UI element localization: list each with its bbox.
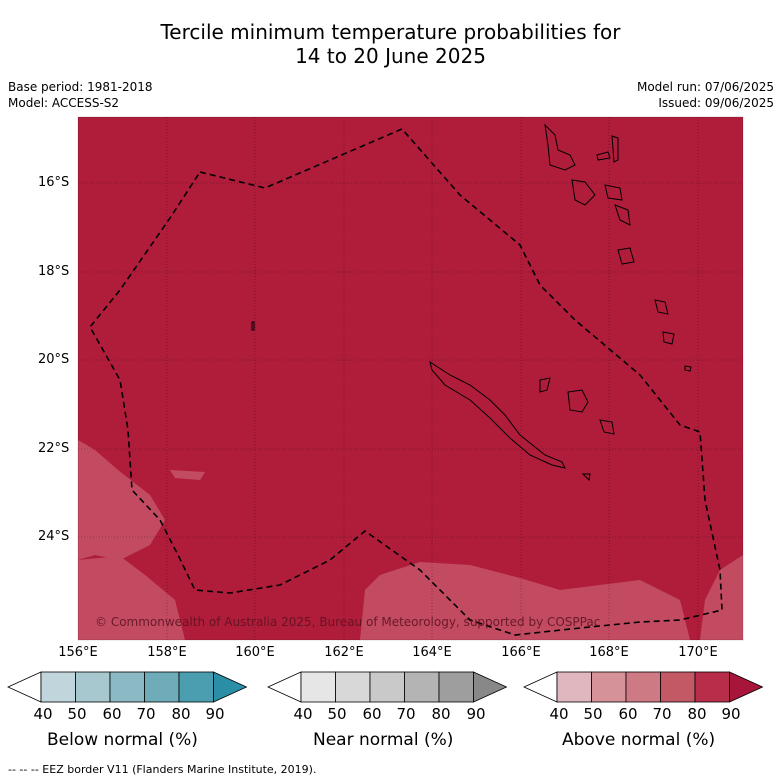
lon-label: 160°E: [235, 645, 275, 660]
lat-label: 24°S: [38, 529, 70, 544]
base-period: Base period: 1981-2018: [8, 80, 153, 94]
title-line-1: Tercile minimum temperature probabilitie…: [160, 20, 621, 44]
land-outlines: [251, 123, 692, 482]
near-normal-segment: [438, 671, 474, 703]
tick-label: 40: [549, 705, 569, 723]
near-normal-extend-low: [267, 671, 302, 703]
eez-border: [89, 128, 723, 636]
tick-label: 80: [431, 705, 451, 723]
above-normal-title: Above normal (%): [562, 730, 716, 750]
below-normal-segment: [40, 671, 76, 703]
above-normal-80-island: [170, 470, 205, 480]
below-normal-extend-high: [213, 671, 248, 703]
above-normal-80-area-west2: [78, 556, 185, 640]
above-normal-segment: [660, 671, 696, 703]
loyalty-island-2: [567, 389, 589, 413]
below-normal-title: Below normal (%): [47, 730, 198, 750]
lon-label: 164°E: [412, 645, 452, 660]
tick-label: 60: [618, 705, 638, 723]
near-normal-extend-high: [473, 671, 508, 703]
tick-label: 90: [721, 705, 741, 723]
graticule: [78, 117, 743, 640]
tick-label: 60: [362, 705, 382, 723]
below-normal-segment: [178, 671, 214, 703]
above-normal-segment: [694, 671, 730, 703]
tick-label: 80: [171, 705, 191, 723]
fiji-small-3: [684, 365, 692, 372]
tick-label: 90: [466, 705, 486, 723]
near-normal-title: Near normal (%): [313, 730, 454, 750]
near-normal-segment: [369, 671, 405, 703]
below-normal-segment: [109, 671, 145, 703]
vanuatu-1: [544, 123, 576, 171]
vanuatu-6: [614, 204, 631, 226]
meta-right: Model run: 07/06/2025 Issued: 09/06/2025: [637, 79, 774, 111]
lon-label: 170°E: [678, 645, 718, 660]
above-normal-extend-high: [729, 671, 764, 703]
loyalty-island-3: [599, 419, 615, 435]
model-run: Model run: 07/06/2025: [636, 80, 774, 94]
above-normal-segment: [556, 671, 592, 703]
colorbar-below-normal: [7, 671, 248, 703]
fiji-small-1: [654, 299, 669, 315]
model-name: Model: ACCESS-S2: [8, 96, 120, 110]
issued-date: Issued: 09/06/2025: [658, 96, 774, 110]
vanuatu-4: [571, 179, 596, 206]
loyalty-island-1: [539, 377, 551, 393]
lat-label: 18°S: [38, 264, 70, 279]
lon-label: 168°E: [589, 645, 629, 660]
vanuatu-2: [596, 151, 611, 161]
tick-label: 80: [687, 705, 707, 723]
below-normal-segment: [75, 671, 111, 703]
above-normal-segment: [625, 671, 661, 703]
meta-left: Base period: 1981-2018 Model: ACCESS-S2: [8, 79, 153, 111]
isle-of-pines: [581, 473, 591, 482]
above-normal-90-field: [78, 117, 743, 640]
above-normal-80-area-west: [78, 440, 165, 560]
chart-title: Tercile minimum temperature probabilitie…: [0, 20, 781, 68]
near-normal-segment: [335, 671, 371, 703]
below-normal-segment: [144, 671, 180, 703]
lon-label: 158°E: [147, 645, 187, 660]
tick-label: 60: [102, 705, 122, 723]
below-normal-extend-low: [7, 671, 42, 703]
lon-label: 156°E: [58, 645, 98, 660]
chesterfield-islet: [251, 321, 255, 331]
vanuatu-3: [611, 135, 619, 163]
title-line-2: 14 to 20 June 2025: [295, 44, 486, 68]
lon-label: 162°E: [324, 645, 364, 660]
near-normal-segment: [404, 671, 440, 703]
tick-label: 40: [33, 705, 53, 723]
lat-label: 16°S: [38, 175, 70, 190]
near-normal-segment: [300, 671, 336, 703]
colorbar-above-normal: [523, 671, 764, 703]
tick-label: 70: [396, 705, 416, 723]
above-normal-extend-low: [523, 671, 558, 703]
vanuatu-5: [604, 184, 623, 201]
lat-label: 22°S: [38, 441, 70, 456]
eez-footnote: -- -- -- EEZ border V11 (Flanders Marine…: [8, 763, 317, 776]
tick-label: 70: [652, 705, 672, 723]
tick-label: 50: [583, 705, 603, 723]
colorbar-near-normal: [267, 671, 508, 703]
vanuatu-7: [617, 247, 635, 265]
above-normal-80-area-south: [360, 562, 690, 640]
tick-label: 70: [136, 705, 156, 723]
copyright: © Commonwealth of Australia 2025, Bureau…: [95, 615, 600, 629]
above-normal-segment: [591, 671, 627, 703]
fiji-small-2: [662, 331, 675, 345]
tick-label: 50: [327, 705, 347, 723]
lat-label: 20°S: [38, 352, 70, 367]
tick-label: 90: [205, 705, 225, 723]
new-caledonia: [429, 360, 566, 469]
tick-label: 40: [293, 705, 313, 723]
lon-label: 166°E: [501, 645, 541, 660]
tick-label: 50: [67, 705, 87, 723]
